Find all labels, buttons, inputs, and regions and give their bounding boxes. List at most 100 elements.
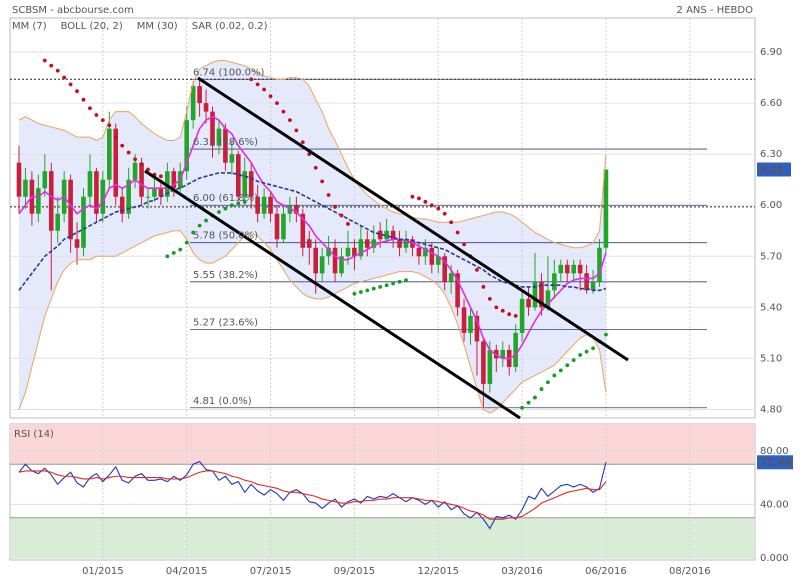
sar-dot — [410, 194, 415, 199]
x-tick-label: 01/2015 — [82, 566, 124, 577]
candle-body — [571, 264, 576, 274]
sar-dot — [333, 205, 337, 209]
sar-dot — [475, 268, 479, 272]
candle-body — [94, 171, 99, 214]
sar-dot — [281, 109, 286, 114]
fibonacci-label: 5.27 (23.6%) — [193, 317, 258, 328]
candle-body — [358, 239, 364, 257]
fibonacci-label: 5.55 (38.2%) — [193, 270, 258, 281]
candle-body — [526, 298, 531, 308]
sar-dot — [533, 395, 537, 400]
fibonacci-label: 5.78 (50.0%) — [193, 231, 258, 242]
sar-dot — [223, 206, 228, 211]
sar-dot — [320, 179, 325, 184]
candle-body — [113, 128, 119, 197]
candle-body — [442, 256, 447, 282]
sar-dot — [262, 87, 266, 92]
sar-dot — [159, 174, 163, 179]
sar-dot — [487, 296, 492, 301]
candle-body — [55, 213, 60, 231]
sar-dot — [436, 206, 441, 211]
candle-body — [455, 273, 460, 308]
candle-body — [564, 264, 570, 274]
x-tick-label: 12/2015 — [417, 566, 459, 577]
x-tick-label: 03/2016 — [501, 566, 543, 577]
candle-body — [158, 188, 164, 197]
candle-body — [294, 205, 299, 214]
sar-dot — [275, 101, 279, 106]
candle-body — [590, 281, 596, 291]
sar-dot — [378, 285, 383, 289]
sar-dot — [455, 230, 460, 235]
sar-dot — [404, 278, 408, 283]
y-tick-label: 5.40 — [760, 302, 782, 313]
indicator-layer — [18, 58, 608, 530]
rsi-tick-label: 0.000 — [760, 553, 789, 564]
sar-dot — [191, 230, 196, 235]
candle-body — [171, 171, 177, 189]
candle-body — [81, 196, 86, 248]
candle-body — [597, 247, 602, 282]
sar-dot — [417, 196, 421, 201]
candle-body — [23, 179, 28, 197]
sar-dot — [133, 157, 138, 162]
candle-body — [423, 247, 428, 257]
sar-dot — [558, 368, 563, 373]
candle-body — [339, 256, 344, 274]
sar-dot — [481, 285, 486, 289]
candle-body — [313, 247, 318, 274]
candle-body — [481, 341, 486, 384]
candle-body — [448, 273, 454, 282]
sar-dot — [197, 223, 202, 228]
sar-dot — [513, 313, 518, 318]
candle-body — [603, 169, 609, 248]
candle-body — [461, 307, 467, 333]
trendline — [144, 169, 521, 420]
candle-body — [197, 86, 202, 104]
sar-dot — [584, 349, 589, 354]
sar-dot — [526, 400, 531, 405]
sar-dot — [68, 82, 73, 87]
candle-body — [274, 213, 280, 240]
candle-body — [242, 171, 248, 197]
y-tick-label: 5.70 — [760, 251, 782, 262]
x-tick-label: 06/2016 — [585, 566, 627, 577]
rsi-line — [18, 470, 607, 520]
legend-entry: SAR (0.02, 0.2) — [192, 21, 268, 32]
sar-dot — [442, 211, 447, 216]
candle-body — [248, 171, 254, 197]
sar-dot — [462, 242, 466, 247]
y-tick-label: 4.80 — [760, 404, 782, 415]
sar-dot — [55, 68, 60, 73]
label-layer: 4.80 5.10 5.40 5.70 6.00 6.30 6.60 6.90 0.000 40.… — [12, 21, 793, 577]
sar-dot — [571, 358, 576, 363]
candle-body — [500, 349, 506, 359]
sar-dot — [165, 254, 170, 259]
sar-dot — [539, 387, 544, 391]
legend-entry: BOLL (20, 2) — [61, 21, 123, 32]
candle-body — [190, 86, 196, 121]
sar-dot — [397, 279, 402, 284]
candle-body — [223, 128, 228, 163]
sar-dot — [520, 405, 524, 410]
fibonacci-label: 6.00 (61.8%) — [193, 193, 258, 204]
candle-body — [403, 239, 409, 248]
candle-body — [352, 247, 357, 257]
candle-body — [16, 162, 22, 197]
sar-dot — [178, 247, 183, 252]
candle-body — [539, 281, 544, 308]
sar-dot — [288, 118, 292, 123]
candle-body — [184, 120, 189, 172]
candle-body — [332, 247, 338, 274]
sar-dot — [449, 220, 454, 225]
trendline — [197, 76, 629, 362]
sar-dot — [113, 135, 118, 140]
candle-body — [210, 111, 215, 146]
sar-dot — [139, 162, 144, 167]
sar-dot — [313, 165, 318, 170]
candle-body — [306, 239, 312, 248]
sar-dot — [339, 213, 344, 218]
sar-dot — [326, 193, 331, 197]
candle-body — [552, 273, 557, 291]
candle-body — [429, 247, 435, 265]
